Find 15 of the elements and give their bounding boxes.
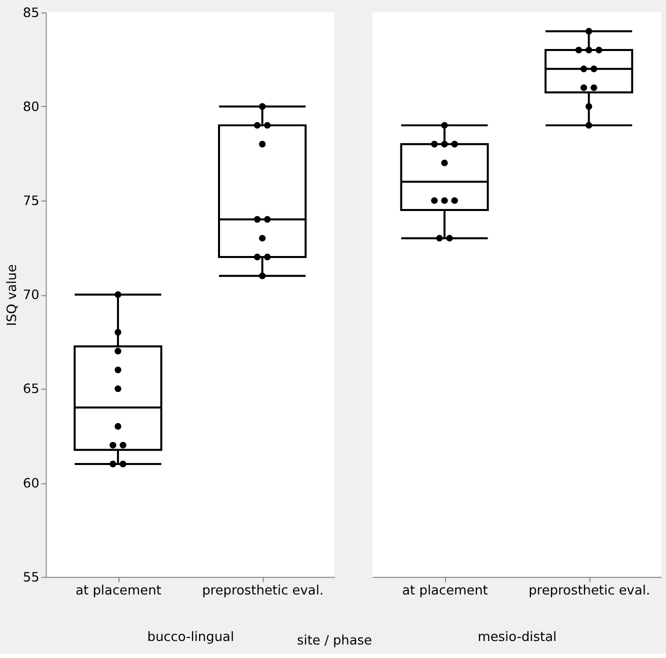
text: site / phase (296, 634, 372, 649)
y-tick-label: 60 (22, 476, 40, 492)
y-tick-label: 85 (22, 6, 40, 21)
x-tick-label: at placement (402, 583, 488, 598)
x-tick-label: preprosthetic eval. (528, 583, 650, 598)
y-axis-title: ISQ value (4, 264, 20, 326)
x-axis-title: bucco-lingual (147, 630, 234, 646)
x-axis-title: mesio-distal (478, 630, 557, 646)
x-tick-label: at placement (76, 583, 162, 598)
y-tick-label: 75 (22, 194, 40, 210)
x-tick-label: preprosthetic eval. (202, 583, 324, 598)
y-tick-label: 70 (22, 288, 40, 304)
y-tick-label: 55 (22, 570, 40, 586)
y-tick-label: 80 (22, 100, 40, 115)
y-tick-label: 65 (22, 382, 40, 398)
